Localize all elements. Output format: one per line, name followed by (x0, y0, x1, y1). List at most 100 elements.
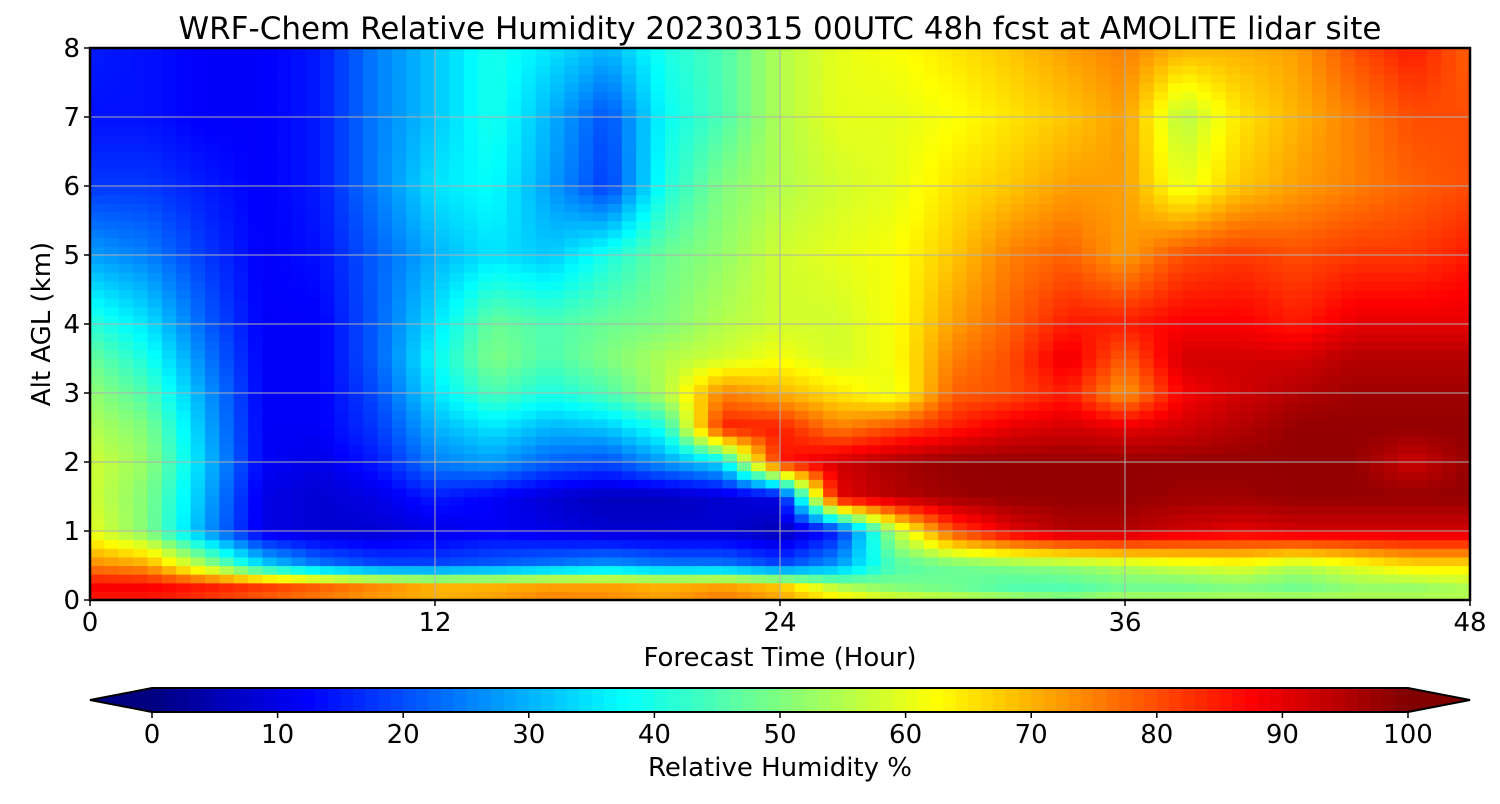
heatmap-cell (1125, 237, 1140, 247)
heatmap-cell (621, 513, 637, 523)
heatmap-cell (923, 341, 939, 351)
heatmap-cell (1412, 401, 1428, 411)
heatmap-cell (133, 315, 149, 325)
heatmap-cell (1369, 229, 1385, 239)
heatmap-cell (305, 393, 321, 403)
heatmap-cell (1038, 574, 1054, 584)
heatmap-cell (1139, 186, 1155, 196)
heatmap-cell (1412, 177, 1428, 187)
heatmap-cell (363, 186, 379, 196)
heatmap-cell (1283, 418, 1299, 429)
heatmap-cell (334, 384, 350, 394)
heatmap-cell (1182, 151, 1198, 161)
heatmap-cell (966, 513, 982, 523)
heatmap-cell (492, 263, 508, 273)
heatmap-cell (1283, 177, 1299, 187)
heatmap-cell (823, 556, 839, 567)
heatmap-cell (406, 229, 422, 239)
heatmap-cell (1067, 211, 1083, 222)
heatmap-cell (478, 237, 494, 247)
heatmap-cell (1311, 565, 1327, 575)
heatmap-cell (895, 168, 910, 178)
heatmap-cell (176, 211, 192, 222)
heatmap-cell (1311, 556, 1327, 567)
heatmap-cell (1398, 565, 1414, 575)
heatmap-cell (161, 298, 177, 308)
heatmap-cell (521, 375, 537, 385)
heatmap-cell (1412, 462, 1428, 472)
heatmap-cell (161, 246, 177, 256)
heatmap-cell (1311, 487, 1327, 498)
heatmap-cell (219, 272, 235, 282)
heatmap-cell (794, 462, 810, 472)
heatmap-cell (1254, 306, 1270, 316)
heatmap-cell (1297, 255, 1313, 265)
heatmap-cell (1010, 462, 1025, 472)
heatmap-cell (1081, 332, 1097, 342)
heatmap-cell (578, 479, 594, 489)
heatmap-cell (1196, 375, 1212, 385)
heatmap-cell (334, 565, 350, 575)
heatmap-cell (780, 168, 795, 178)
heatmap-cell (248, 384, 264, 394)
heatmap-cell (334, 470, 350, 480)
heatmap-cell (248, 298, 264, 308)
heatmap-cell (736, 548, 752, 558)
heatmap-cell (118, 539, 134, 549)
heatmap-cell (564, 280, 580, 291)
heatmap-cell (147, 272, 163, 282)
heatmap-cell (1297, 487, 1313, 498)
heatmap-cell (1268, 462, 1284, 472)
heatmap-cell (1168, 211, 1184, 222)
heatmap-cell (377, 444, 393, 454)
heatmap-cell (1326, 324, 1342, 334)
heatmap-cell (1426, 168, 1442, 178)
heatmap-cell (938, 194, 954, 204)
heatmap-cell (391, 203, 407, 213)
heatmap-cell (765, 548, 781, 558)
heatmap-cell (1067, 470, 1083, 480)
heatmap-cell (1441, 151, 1457, 161)
heatmap-cell (693, 324, 709, 334)
heatmap-cell (1225, 220, 1241, 230)
heatmap-cell (1110, 375, 1126, 385)
heatmap-cell (1383, 470, 1399, 480)
heatmap-cell (1283, 565, 1299, 575)
heatmap-cell (722, 487, 738, 498)
heatmap-cell (1125, 306, 1140, 316)
heatmap-cell (147, 229, 163, 239)
heatmap-cell (1441, 479, 1457, 489)
heatmap-cell (535, 237, 551, 247)
heatmap-cell (478, 565, 494, 575)
heatmap-cell (90, 186, 105, 196)
heatmap-cell (1110, 315, 1126, 325)
heatmap-cell (952, 522, 968, 532)
heatmap-cell (291, 341, 307, 351)
heatmap-cell (693, 349, 709, 360)
heatmap-cell (248, 289, 264, 299)
heatmap-cell (736, 496, 752, 506)
heatmap-cell (205, 582, 220, 592)
heatmap-cell (521, 539, 537, 549)
heatmap-cell (1096, 427, 1112, 437)
heatmap-cell (1010, 505, 1025, 515)
heatmap-cell (492, 548, 508, 558)
heatmap-cell (751, 444, 767, 454)
heatmap-cell (1096, 531, 1112, 541)
heatmap-cell (1283, 393, 1299, 403)
heatmap-cell (248, 160, 264, 170)
heatmap-cell (1153, 410, 1169, 420)
heatmap-cell (1412, 556, 1428, 567)
heatmap-cell (851, 349, 867, 360)
heatmap-cell (1196, 246, 1212, 256)
heatmap-cell (1225, 531, 1241, 541)
heatmap-cell (578, 401, 594, 411)
heatmap-cell (1038, 315, 1054, 325)
heatmap-cell (276, 401, 292, 411)
heatmap-cell (966, 358, 982, 368)
heatmap-cell (190, 168, 206, 178)
heatmap-cell (406, 418, 422, 429)
heatmap-cell (837, 496, 853, 506)
heatmap-cell (823, 194, 839, 204)
heatmap-cell (1225, 479, 1241, 489)
